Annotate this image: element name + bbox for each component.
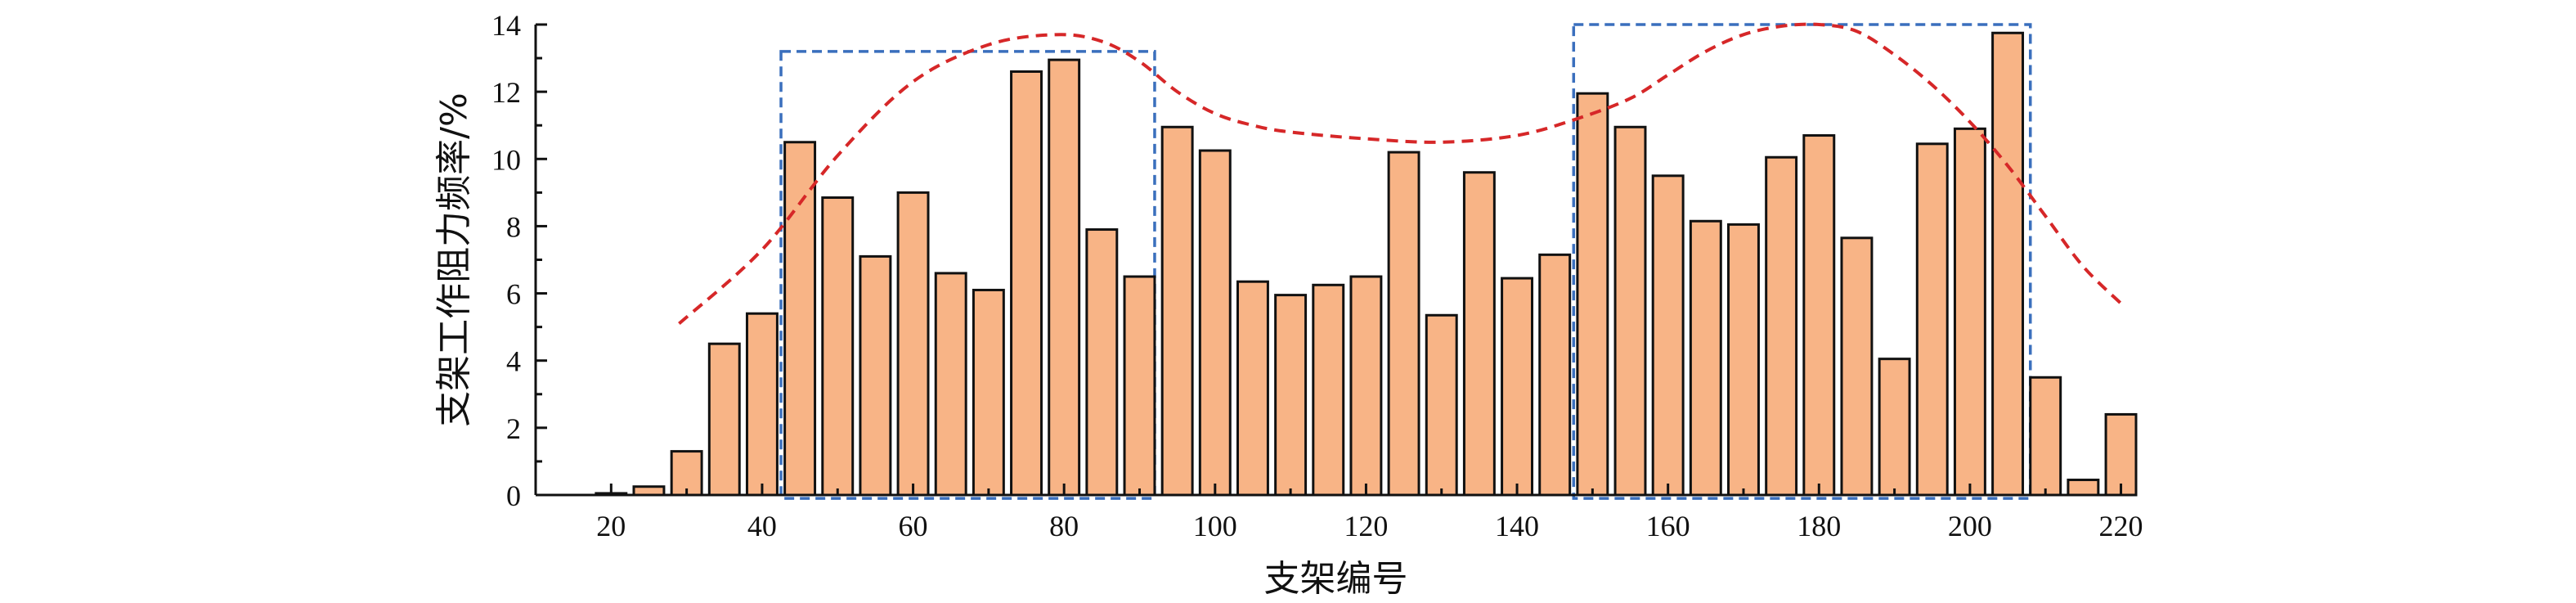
y-tick-label-12: 12 — [491, 76, 521, 109]
x-tick-label-60: 60 — [899, 510, 928, 542]
bar-50 — [821, 196, 855, 497]
bar-175 — [1765, 155, 1798, 497]
bar-105 — [1236, 280, 1269, 497]
bar-185 — [1840, 236, 1874, 497]
bar-120 — [1349, 275, 1383, 497]
bar-160 — [1651, 174, 1685, 497]
y-tick-label-4: 4 — [506, 345, 521, 378]
trend-line — [678, 22, 2122, 326]
bar-35 — [707, 342, 741, 497]
bar-145 — [1538, 253, 1572, 497]
bar-140 — [1501, 277, 1534, 497]
x-tick-label-200: 200 — [1948, 510, 1992, 542]
x-tick-label-160: 160 — [1646, 510, 1690, 542]
bar-25 — [632, 485, 666, 497]
y-tick-label-0: 0 — [506, 479, 521, 512]
bar-180 — [1802, 134, 1836, 497]
bar-70 — [972, 288, 1005, 497]
x-ticks: 20 40 60 80 100 120 140 160 180 200 220 — [596, 484, 2143, 542]
x-tick-label-20: 20 — [596, 510, 626, 542]
y-tick-label-8: 8 — [506, 210, 521, 243]
bar-135 — [1462, 171, 1496, 497]
bar-30 — [670, 450, 703, 497]
y-tick-label-6: 6 — [506, 278, 521, 311]
bar-155 — [1613, 125, 1647, 497]
bars — [595, 31, 2138, 497]
bar-205 — [1991, 31, 2025, 497]
bar-75 — [1010, 70, 1043, 497]
bar-85 — [1085, 228, 1119, 497]
x-tick-label-140: 140 — [1495, 510, 1539, 542]
x-tick-label-180: 180 — [1797, 510, 1841, 542]
bar-130 — [1425, 313, 1458, 497]
bar-200 — [1953, 127, 1986, 497]
bar-95 — [1160, 125, 1194, 497]
bar-150 — [1576, 92, 1609, 497]
x-axis-label: 支架编号 — [1264, 558, 1408, 600]
bar-125 — [1387, 151, 1420, 497]
y-tick-label-14: 14 — [491, 9, 521, 42]
bar-60 — [896, 191, 930, 497]
bar-210 — [2029, 376, 2062, 497]
y-ticks: 0 2 4 6 8 10 12 14 — [491, 9, 547, 512]
bar-65 — [934, 272, 967, 497]
bar-115 — [1312, 283, 1345, 497]
x-tick-label-80: 80 — [1049, 510, 1079, 542]
bar-220 — [2104, 412, 2138, 497]
bar-55 — [859, 254, 892, 497]
x-tick-label-220: 220 — [2099, 510, 2143, 542]
bar-215 — [2067, 479, 2100, 497]
bar-80 — [1048, 58, 1081, 497]
bar-110 — [1274, 294, 1308, 497]
trend-line-group — [678, 22, 2122, 326]
bar-190 — [1878, 358, 1911, 497]
x-tick-label-120: 120 — [1344, 510, 1388, 542]
x-tick-label-40: 40 — [747, 510, 777, 542]
y-tick-label-10: 10 — [491, 143, 521, 176]
x-tick-label-100: 100 — [1193, 510, 1237, 542]
bar-195 — [1915, 142, 1949, 497]
bar-170 — [1727, 223, 1760, 497]
highlight-box-2 — [1572, 23, 2032, 500]
y-tick-label-2: 2 — [506, 412, 521, 445]
bar-100 — [1198, 149, 1232, 497]
bar-165 — [1689, 219, 1722, 497]
bar-90 — [1123, 275, 1156, 497]
bar-45 — [783, 141, 817, 497]
bar-40 — [745, 312, 779, 497]
y-axis-label: 支架工作阻力频率/% — [433, 92, 475, 427]
